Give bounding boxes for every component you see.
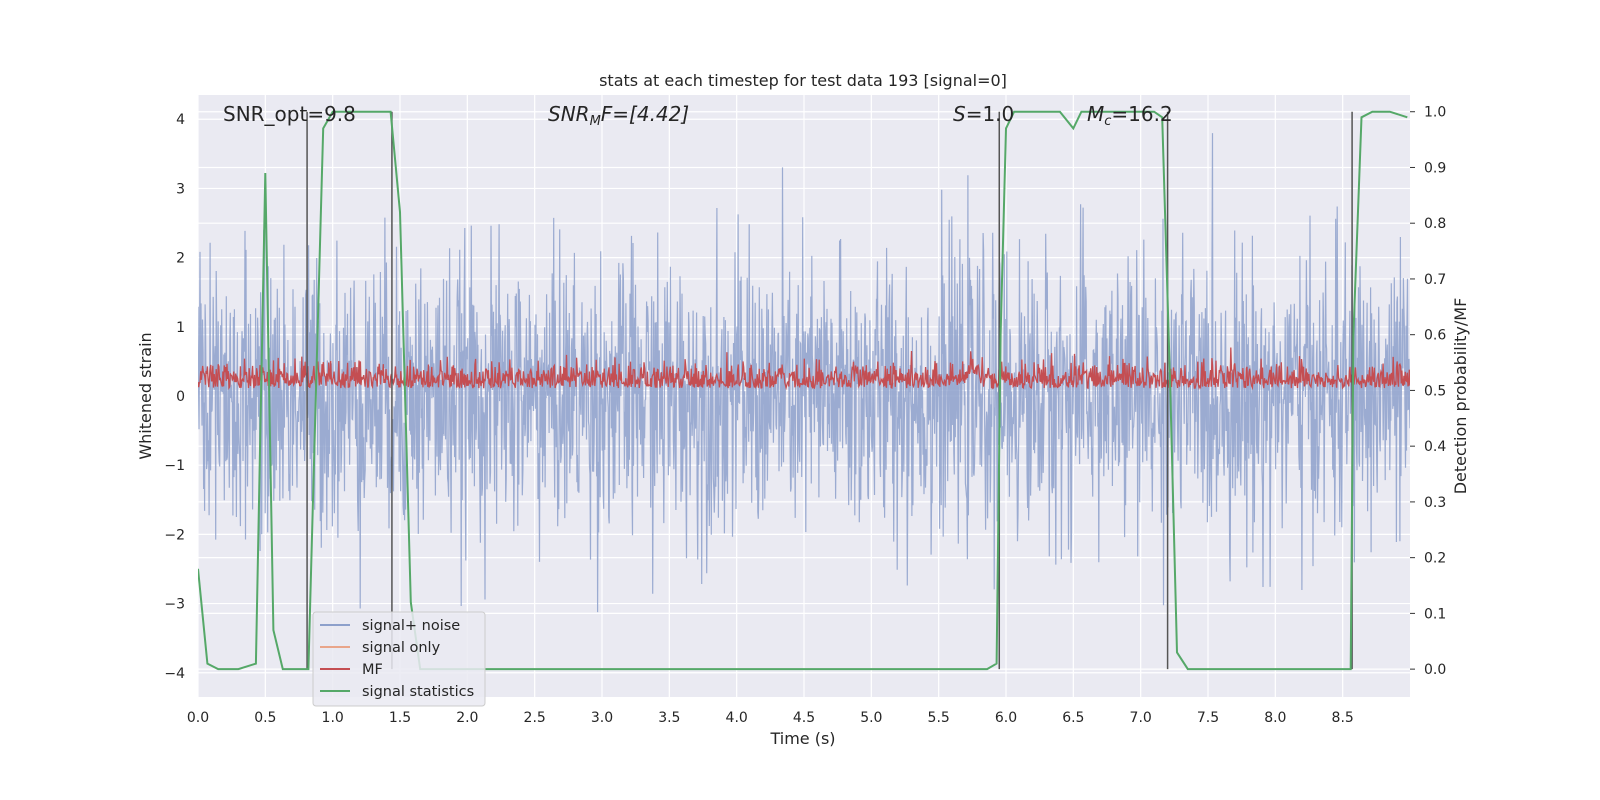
legend: signal+ noise signal only MF signal stat… xyxy=(312,611,486,707)
annotation-snr-mf-sub: M xyxy=(590,114,601,129)
x-tick-label: 6.5 xyxy=(1062,710,1084,726)
y-left-tick-label: −2 xyxy=(164,527,185,543)
annotation-mc-sub: c xyxy=(1104,114,1111,129)
legend-label-mf: MF xyxy=(362,662,383,678)
y-right-tick-label: 0.8 xyxy=(1424,216,1446,232)
y-right-tick-label: 0.0 xyxy=(1424,662,1446,678)
x-tick-label: 5.0 xyxy=(860,710,882,726)
y-right-tick-label: 0.3 xyxy=(1424,495,1446,511)
mf-series xyxy=(198,347,1410,391)
x-tick-label: 8.5 xyxy=(1332,710,1354,726)
x-tick-label: 2.5 xyxy=(524,710,546,726)
mf-line xyxy=(198,347,1410,391)
y-right-tick-label: 0.1 xyxy=(1424,606,1446,622)
annotation-s-rest: =1.0 xyxy=(966,102,1015,126)
legend-label-signal-noise: signal+ noise xyxy=(362,618,460,634)
y-right-tick-label: 0.5 xyxy=(1424,383,1446,399)
y-left-tick-label: −1 xyxy=(164,458,185,474)
x-tick-label: 4.0 xyxy=(726,710,748,726)
x-tick-label: 7.5 xyxy=(1197,710,1219,726)
x-tick-label: 5.5 xyxy=(928,710,950,726)
annotation-s: S=1.0 xyxy=(953,102,1014,126)
y-right-tick-label: 0.4 xyxy=(1424,439,1446,455)
y-right-tick-label: 0.6 xyxy=(1424,328,1446,344)
y-right-tick-label: 1.0 xyxy=(1424,105,1446,121)
y-axis-left-label: Whitened strain xyxy=(136,332,155,459)
y-left-tick-label: −3 xyxy=(164,597,185,613)
y-right-tick-label: 0.7 xyxy=(1424,272,1446,288)
x-tick-label: 3.5 xyxy=(658,710,680,726)
annotation-snr-mf-rest: F=[4.42] xyxy=(601,102,689,126)
y-left-tick-label: 0 xyxy=(176,389,185,405)
x-tick-label: 3.0 xyxy=(591,710,613,726)
signal-noise-line xyxy=(198,133,1410,613)
x-tick-label: 0.0 xyxy=(187,710,209,726)
annotation-snr-mf-main: SNR xyxy=(548,102,590,126)
annotation-s-italic: S xyxy=(953,102,966,126)
y-left-tick-label: 4 xyxy=(176,112,185,128)
x-tick-label: 1.0 xyxy=(322,710,344,726)
y-axis-right-label: Detection probability/MF xyxy=(1451,298,1470,495)
y-left-tick-label: 2 xyxy=(176,251,185,267)
x-tick-label: 6.0 xyxy=(995,710,1017,726)
x-tick-label: 7.0 xyxy=(1130,710,1152,726)
legend-box xyxy=(312,611,486,707)
x-axis-label: Time (s) xyxy=(769,729,835,748)
signal-statistics-line xyxy=(198,110,1408,671)
x-tick-label: 2.0 xyxy=(456,710,478,726)
x-axis-ticks: 0.0 0.5 1.0 1.5 2.0 2.5 3.0 3.5 4.0 4.5 5.0 5.5 6.0 6… xyxy=(187,710,1354,726)
y-left-tick-label: −4 xyxy=(164,666,185,682)
annotation-mc-italic: M xyxy=(1087,102,1104,126)
x-tick-label: 8.0 xyxy=(1264,710,1286,726)
signal-noise-series xyxy=(198,133,1410,613)
annotation-snr-opt: SNR_opt=9.8 xyxy=(223,102,356,126)
y-axis-left-ticks: 4 3 2 1 0 −1 −2 −3 −4 xyxy=(164,112,185,682)
y-right-tick-label: 0.2 xyxy=(1424,551,1446,567)
annotation-mc: Mc=16.2 xyxy=(1087,102,1173,129)
chart-title: stats at each timestep for test data 193… xyxy=(599,71,1007,90)
x-tick-label: 4.5 xyxy=(793,710,815,726)
y-left-tick-label: 1 xyxy=(176,320,185,336)
annotation-mc-rest: =16.2 xyxy=(1111,102,1172,126)
x-tick-label: 1.5 xyxy=(389,710,411,726)
y-right-tick-label: 0.9 xyxy=(1424,160,1446,176)
x-tick-label: 0.5 xyxy=(254,710,276,726)
legend-label-signal-statistics: signal statistics xyxy=(362,684,474,700)
signal-statistics-series xyxy=(198,110,1408,671)
y-axis-right-ticks: 1.0 0.9 0.8 0.7 0.6 0.5 0.4 0.3 0.2 0.1 0.0 xyxy=(1410,105,1446,678)
legend-label-signal-only: signal only xyxy=(362,640,441,656)
y-left-tick-label: 3 xyxy=(176,181,185,197)
annotation-snr-mf: SNRMF=[4.42] xyxy=(548,102,689,129)
